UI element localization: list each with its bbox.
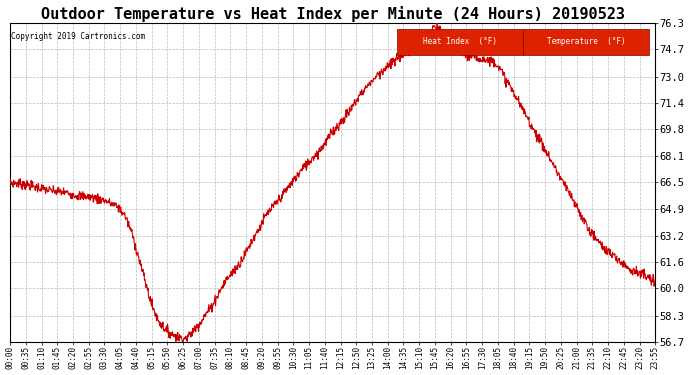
Bar [397, 29, 523, 55]
Text: Heat Index  (°F): Heat Index (°F) [423, 38, 497, 46]
Text: Temperature  (°F): Temperature (°F) [546, 38, 625, 46]
Text: Copyright 2019 Cartronics.com: Copyright 2019 Cartronics.com [11, 32, 146, 41]
Title: Outdoor Temperature vs Heat Index per Minute (24 Hours) 20190523: Outdoor Temperature vs Heat Index per Mi… [41, 6, 624, 21]
Bar [523, 29, 649, 55]
